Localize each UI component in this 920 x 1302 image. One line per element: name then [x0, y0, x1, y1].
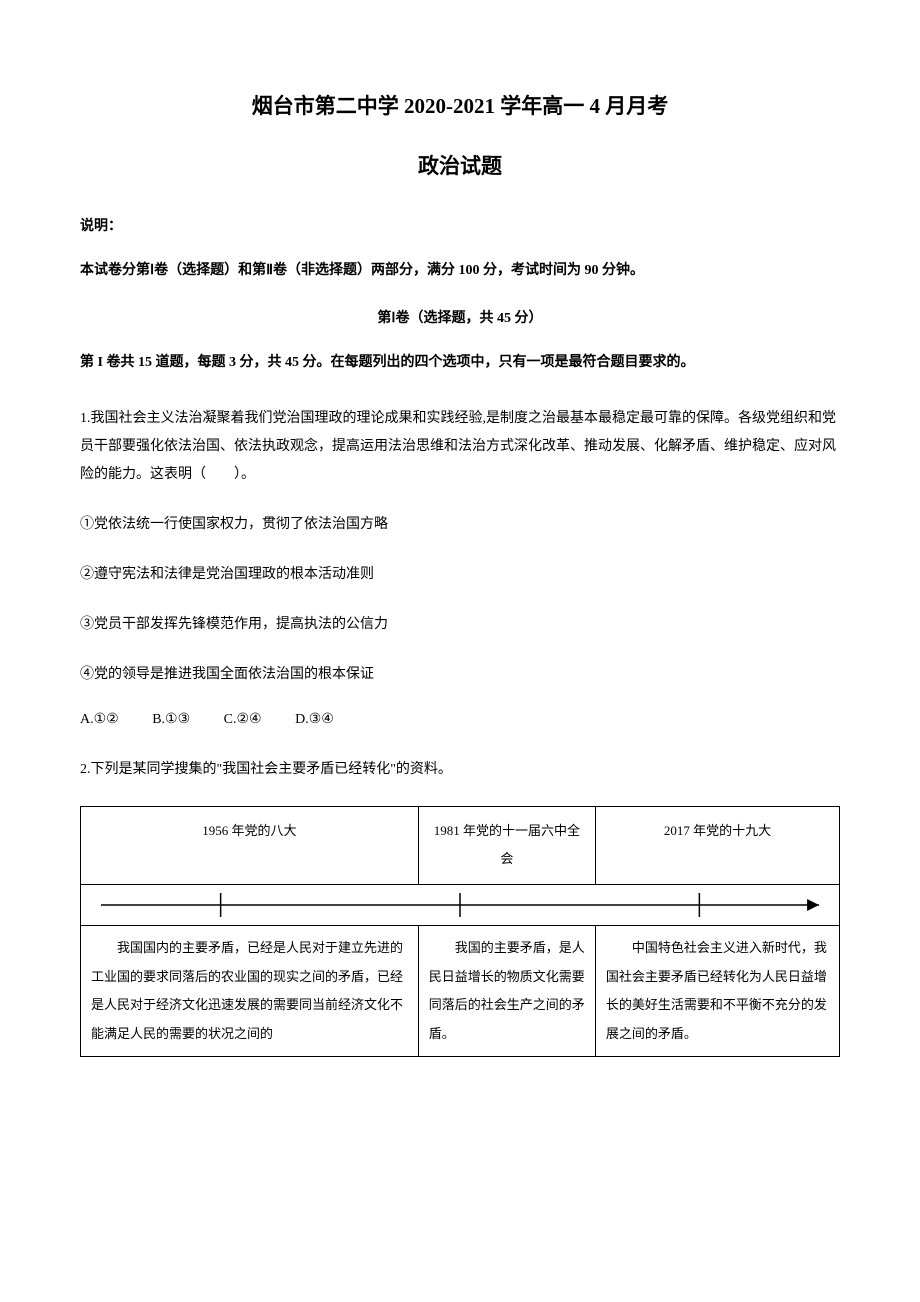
timeline-icon: [81, 885, 839, 925]
instruction-label: 说明：: [80, 215, 840, 235]
table-cell-1: 我国国内的主要矛盾，已经是人民对于建立先进的工业国的要求同落后的农业国的现实之间…: [81, 925, 419, 1056]
table-content-row: 我国国内的主要矛盾，已经是人民对于建立先进的工业国的要求同落后的农业国的现实之间…: [81, 925, 840, 1056]
table-cell-3: 中国特色社会主义进入新时代，我国社会主要矛盾已经转化为人民日益增长的美好生活需要…: [595, 925, 839, 1056]
q1-opt3: ③党员干部发挥先锋模范作用，提高执法的公信力: [80, 611, 840, 639]
table-header-3: 2017 年党的十九大: [595, 806, 839, 884]
cell-3-text: 中国特色社会主义进入新时代，我国社会主要矛盾已经转化为人民日益增长的美好生活需要…: [606, 934, 829, 1048]
q1-stem: 1.我国社会主义法治凝聚着我们党治国理政的理论成果和实践经验,是制度之治最基本最…: [80, 405, 840, 489]
q2-stem: 2.下列是某同学搜集的"我国社会主要矛盾已经转化"的资料。: [80, 756, 840, 784]
table-cell-2: 我国的主要矛盾，是人民日益增长的物质文化需要同落后的社会生产之间的矛盾。: [418, 925, 595, 1056]
instruction-text: 本试卷分第Ⅰ卷（选择题）和第Ⅱ卷（非选择题）两部分，满分 100 分，考试时间为…: [80, 260, 840, 282]
section-note: 第 I 卷共 15 道题，每题 3 分，共 45 分。在每题列出的四个选项中，只…: [80, 352, 840, 374]
q1-answer-c: C.②④: [224, 712, 262, 727]
section-header: 第Ⅰ卷（选择题，共 45 分）: [80, 307, 840, 327]
title-sub: 政治试题: [80, 150, 840, 180]
q1-answer-a: A.①②: [80, 712, 119, 727]
q1-opt2: ②遵守宪法和法律是党治国理政的根本活动准则: [80, 561, 840, 589]
q1-opt4: ④党的领导是推进我国全面依法治国的根本保证: [80, 661, 840, 689]
q1-answer-b: B.①③: [152, 712, 190, 727]
q1-opt1: ①党依法统一行使国家权力，贯彻了依法治国方略: [80, 511, 840, 539]
q2-table: 1956 年党的八大 1981 年党的十一届六中全会 2017 年党的十九大 我…: [80, 806, 840, 1058]
table-header-2: 1981 年党的十一届六中全会: [418, 806, 595, 884]
table-header-1: 1956 年党的八大: [81, 806, 419, 884]
timeline-row: [81, 884, 840, 925]
table-header-row: 1956 年党的八大 1981 年党的十一届六中全会 2017 年党的十九大: [81, 806, 840, 884]
q1-answer-d: D.③④: [295, 712, 334, 727]
title-main: 烟台市第二中学 2020-2021 学年高一 4 月月考: [80, 90, 840, 120]
q1-answers: A.①② B.①③ C.②④ D.③④: [80, 711, 840, 728]
cell-2-text: 我国的主要矛盾，是人民日益增长的物质文化需要同落后的社会生产之间的矛盾。: [429, 934, 585, 1048]
timeline-cell: [81, 884, 840, 925]
cell-1-text: 我国国内的主要矛盾，已经是人民对于建立先进的工业国的要求同落后的农业国的现实之间…: [91, 934, 408, 1048]
